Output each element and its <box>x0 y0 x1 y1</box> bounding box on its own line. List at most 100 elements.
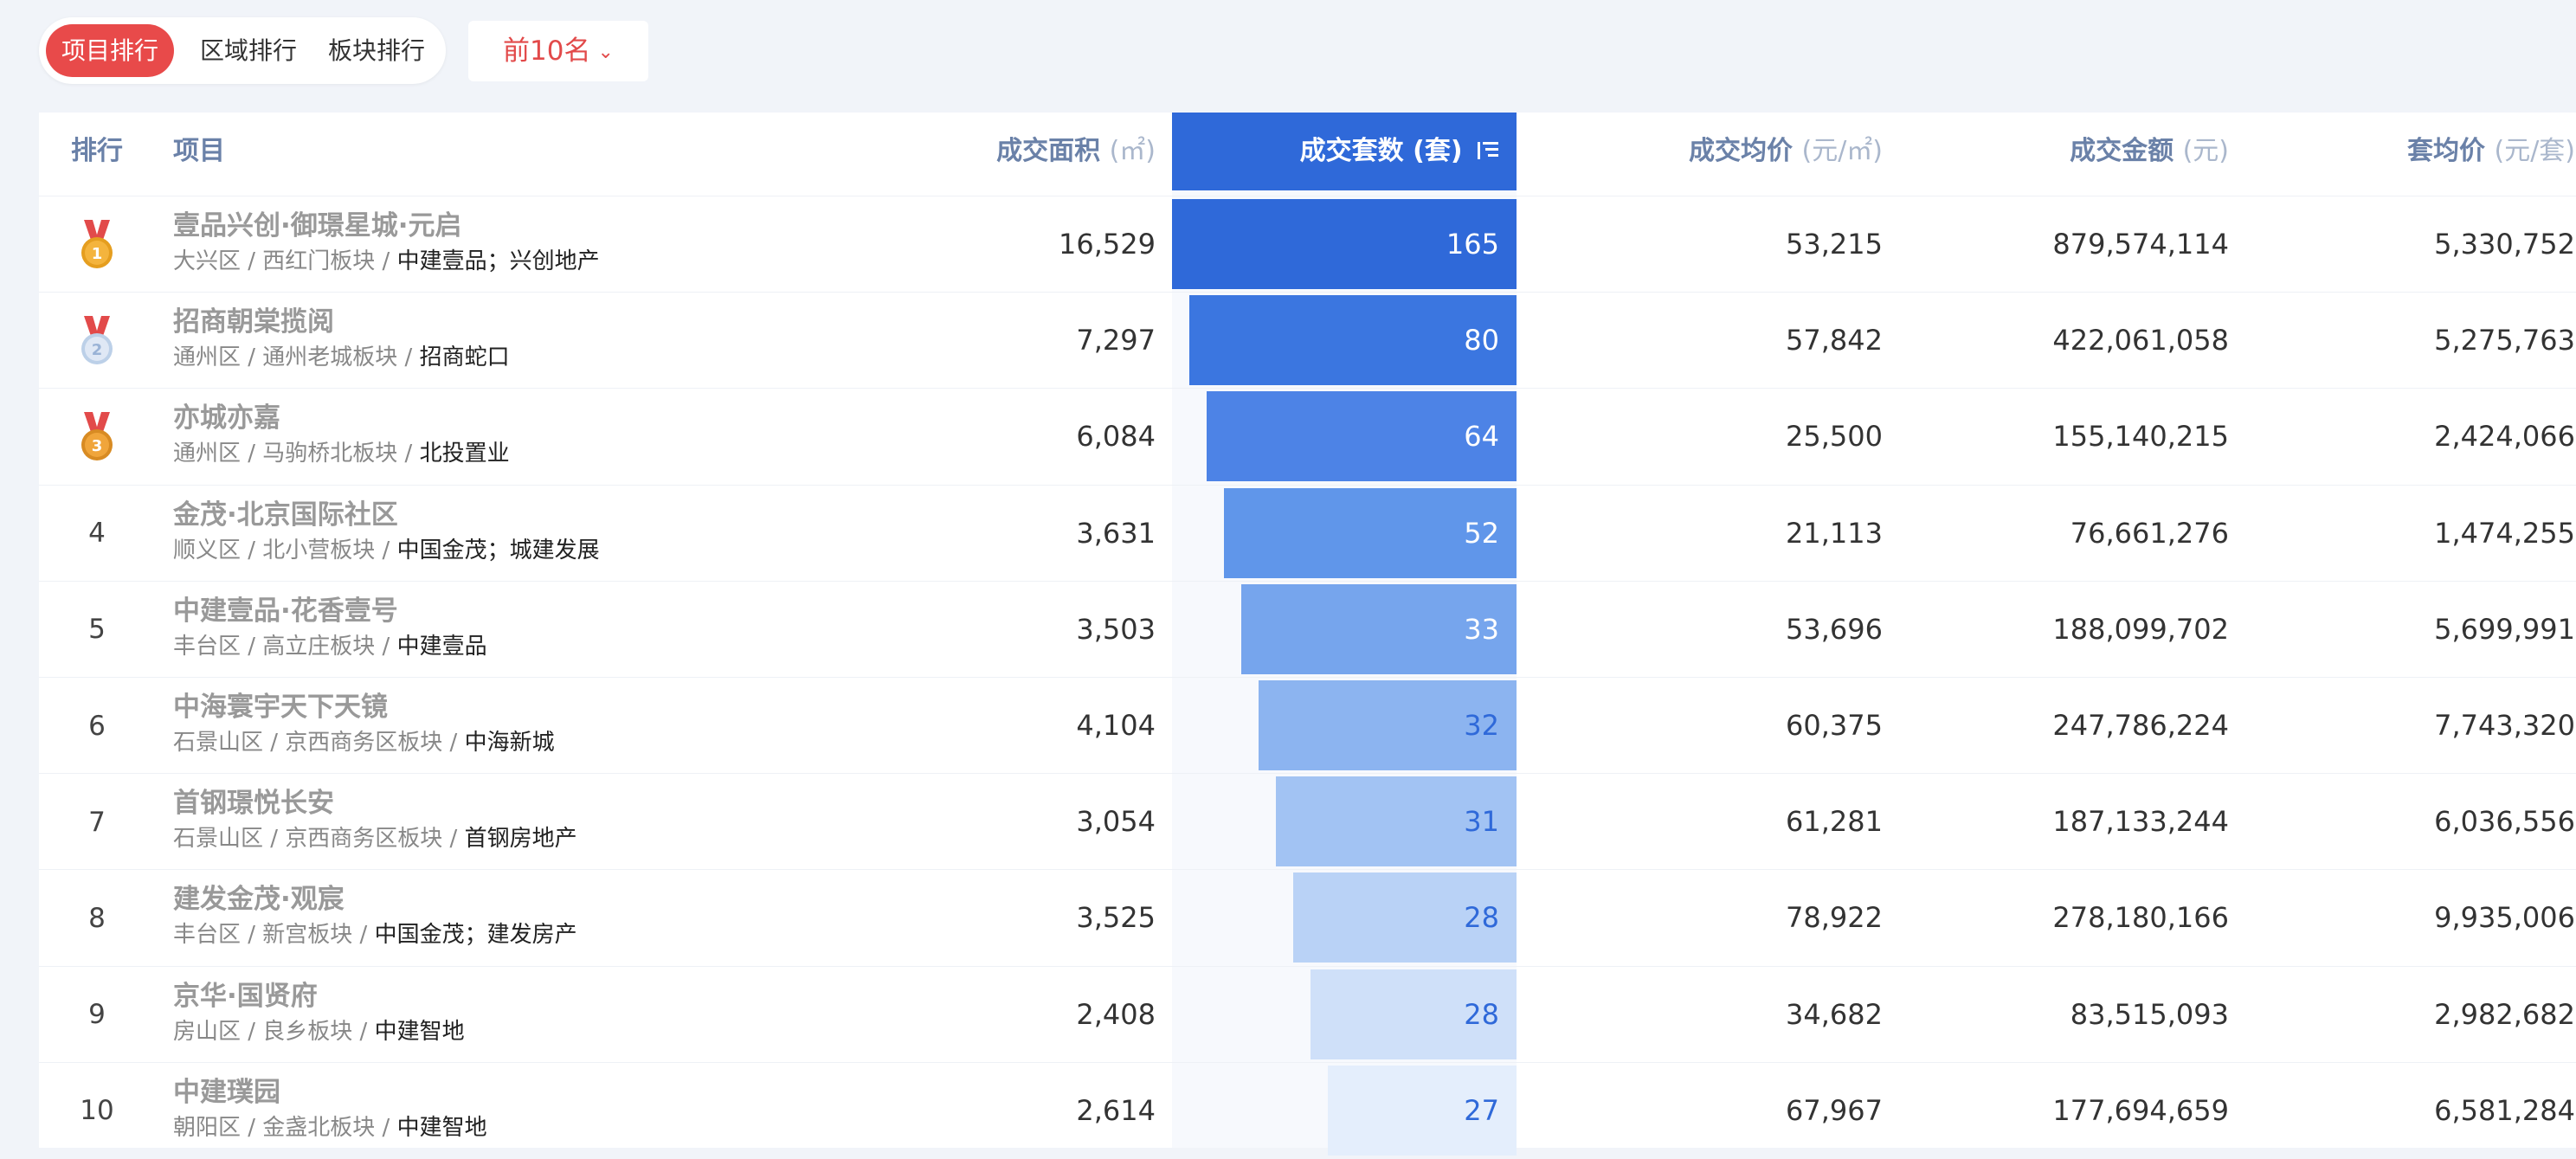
units-value: 80 <box>1464 324 1499 357</box>
tab-project-ranking[interactable]: 项目排行 <box>46 24 174 77</box>
avg-price-value: 53,215 <box>1786 228 1883 261</box>
table-row[interactable]: 9 京华·国贤府 房山区 / 良乡板块 / 中建智地 2,408 28 34,682 83,… <box>39 965 2576 1063</box>
developer: 中建智地 <box>374 1018 465 1045</box>
project-cell: 中海寰宇天下天镜 石景山区 / 京西商务区板块 / 中海新城 <box>173 688 909 759</box>
header-units[interactable]: 成交套数 (套) <box>1172 113 1517 190</box>
project-name-link[interactable]: 壹品兴创·御璟星城·元启 <box>173 210 462 241</box>
units-bar <box>1276 776 1517 867</box>
project-location: 通州区 / 通州老城板块 / 招商蛇口 <box>173 341 909 374</box>
tab-district-ranking[interactable]: 区域排行 <box>199 36 297 65</box>
table-row[interactable]: 5 中建壹品·花香壹号 丰台区 / 高立庄板块 / 中建壹品 3,503 33 53,69… <box>39 580 2576 678</box>
top-n-label: 前10名 <box>503 35 591 67</box>
amount-value: 187,133,244 <box>2052 805 2229 839</box>
project-name-link[interactable]: 招商朝棠揽阅 <box>173 306 334 338</box>
header-area[interactable]: 成交面积 (㎡) <box>818 113 1156 190</box>
table-row[interactable]: 3 亦城亦嘉 通州区 / 马驹桥北板块 / 北投置业 6,084 64 25,500 155… <box>39 388 2576 485</box>
table-row[interactable]: 10 中建璞园 朝阳区 / 金盏北板块 / 中建智地 2,614 27 67,967 177… <box>39 1061 2576 1159</box>
unit-price-value: 5,699,991 <box>2434 612 2575 646</box>
project-name-link[interactable]: 中建壹品·花香壹号 <box>173 595 398 627</box>
header-amount-unit: (元) <box>2182 136 2229 166</box>
project-name-link[interactable]: 亦城亦嘉 <box>173 402 280 435</box>
header-amount[interactable]: 成交金额 (元) <box>1909 113 2229 190</box>
project-name-link[interactable]: 建发金茂·观宸 <box>173 884 345 916</box>
district-sector: 石景山区 / 京西商务区板块 / <box>173 730 465 756</box>
table-row[interactable]: 4 金茂·北京国际社区 顺义区 / 北小营板块 / 中国金茂；城建发展 3,631 52… <box>39 484 2576 582</box>
rank-cell: 5 <box>65 582 129 678</box>
rank-number: 9 <box>88 999 106 1031</box>
units-bar <box>1224 487 1517 578</box>
unit-price-value: 1,474,255 <box>2434 516 2575 550</box>
rank-number: 5 <box>88 614 106 646</box>
units-bar <box>1293 872 1517 963</box>
rank-number: 4 <box>88 518 106 550</box>
rank-number: 8 <box>88 902 106 934</box>
units-value: 31 <box>1464 805 1499 839</box>
developer: 中建壹品；兴创地产 <box>396 248 600 274</box>
tab-sector-ranking[interactable]: 板块排行 <box>327 36 425 65</box>
avg-price-value: 25,500 <box>1786 420 1883 454</box>
project-location: 石景山区 / 京西商务区板块 / 首钢房地产 <box>173 822 909 855</box>
avg-price-value: 34,682 <box>1786 997 1883 1031</box>
area-value: 4,104 <box>1076 709 1156 742</box>
avg-price-value: 67,967 <box>1786 1093 1883 1127</box>
project-location: 丰台区 / 高立庄板块 / 中建壹品 <box>173 630 909 663</box>
unit-price-value: 6,036,556 <box>2434 805 2575 839</box>
area-value: 2,408 <box>1076 997 1156 1031</box>
area-value: 2,614 <box>1076 1093 1156 1127</box>
table-row[interactable]: 8 建发金茂·观宸 丰台区 / 新宫板块 / 中国金茂；建发房产 3,525 28 78,… <box>39 869 2576 966</box>
silver-medal-icon: 2 <box>81 315 113 364</box>
avg-price-value: 61,281 <box>1786 805 1883 839</box>
header-unit-price-unit: (元/套) <box>2494 136 2575 166</box>
project-name-link[interactable]: 首钢璟悦长安 <box>173 788 334 820</box>
units-value: 32 <box>1464 709 1499 742</box>
rank-cell: 8 <box>65 870 129 966</box>
project-location: 房山区 / 良乡板块 / 中建智地 <box>173 1015 909 1048</box>
bronze-medal-icon: 3 <box>81 411 113 460</box>
amount-value: 422,061,058 <box>2052 324 2229 357</box>
table-row[interactable]: 2 招商朝棠揽阅 通州区 / 通州老城板块 / 招商蛇口 7,297 80 57,842 4… <box>39 292 2576 389</box>
rank-cell: 1 <box>65 196 129 293</box>
header-units-unit: (套) <box>1413 136 1463 166</box>
medal-rank-text: 2 <box>92 341 103 359</box>
project-name-link[interactable]: 中海寰宇天下天镜 <box>173 692 388 723</box>
developer: 北投置业 <box>419 441 510 467</box>
project-location: 丰台区 / 新宫板块 / 中国金茂；建发房产 <box>173 918 909 951</box>
project-name-link[interactable]: 金茂·北京国际社区 <box>173 499 398 531</box>
rank-number: 10 <box>80 1095 114 1127</box>
project-location: 朝阳区 / 金盏北板块 / 中建智地 <box>173 1111 909 1144</box>
header-units-label: 成交套数 <box>1299 136 1404 166</box>
rank-number: 6 <box>88 710 106 742</box>
area-value: 3,503 <box>1076 612 1156 646</box>
project-location: 顺义区 / 北小营板块 / 中国金茂；城建发展 <box>173 534 909 567</box>
rank-cell: 6 <box>65 678 129 774</box>
developer: 首钢房地产 <box>464 826 577 853</box>
sort-descending-icon[interactable] <box>1477 139 1499 162</box>
top-n-dropdown[interactable]: 前10名 ⌄ <box>468 21 648 81</box>
header-unit-price[interactable]: 套均价 (元/套) <box>2255 113 2575 190</box>
amount-value: 76,661,276 <box>2070 516 2229 550</box>
units-value: 27 <box>1464 1093 1499 1127</box>
project-name-link[interactable]: 中建璞园 <box>173 1076 280 1108</box>
unit-price-value: 5,330,752 <box>2434 228 2575 261</box>
avg-price-value: 21,113 <box>1786 516 1883 550</box>
district-sector: 丰台区 / 新宫板块 / <box>173 922 375 949</box>
unit-price-value: 7,743,320 <box>2434 709 2575 742</box>
units-bar <box>1311 969 1517 1059</box>
project-location: 大兴区 / 西红门板块 / 中建壹品；兴创地产 <box>173 245 909 278</box>
district-sector: 丰台区 / 高立庄板块 / <box>173 633 397 660</box>
header-area-label: 成交面积 <box>996 136 1101 166</box>
rank-cell: 2 <box>65 293 129 389</box>
header-avg-price[interactable]: 成交均价 (元/㎡) <box>1528 113 1883 190</box>
ranking-type-segmented-control: 项目排行 区域排行 板块排行 <box>39 17 446 84</box>
area-value: 16,529 <box>1059 228 1156 261</box>
district-sector: 石景山区 / 京西商务区板块 / <box>173 826 465 853</box>
table-row[interactable]: 7 首钢璟悦长安 石景山区 / 京西商务区板块 / 首钢房地产 3,054 31 61,2… <box>39 773 2576 870</box>
developer: 中建壹品 <box>396 633 487 660</box>
avg-price-value: 60,375 <box>1786 709 1883 742</box>
project-name-link[interactable]: 京华·国贤府 <box>173 980 318 1012</box>
units-value: 33 <box>1464 612 1499 646</box>
units-value: 165 <box>1446 228 1499 261</box>
table-row[interactable]: 1 壹品兴创·御璟星城·元启大兴区 / 西红门板块 / 中建壹品；兴创地产 16,5… <box>39 196 2576 293</box>
table-row[interactable]: 6 中海寰宇天下天镜 石景山区 / 京西商务区板块 / 中海新城 4,104 32 60,… <box>39 677 2576 774</box>
units-bar <box>1259 680 1517 770</box>
